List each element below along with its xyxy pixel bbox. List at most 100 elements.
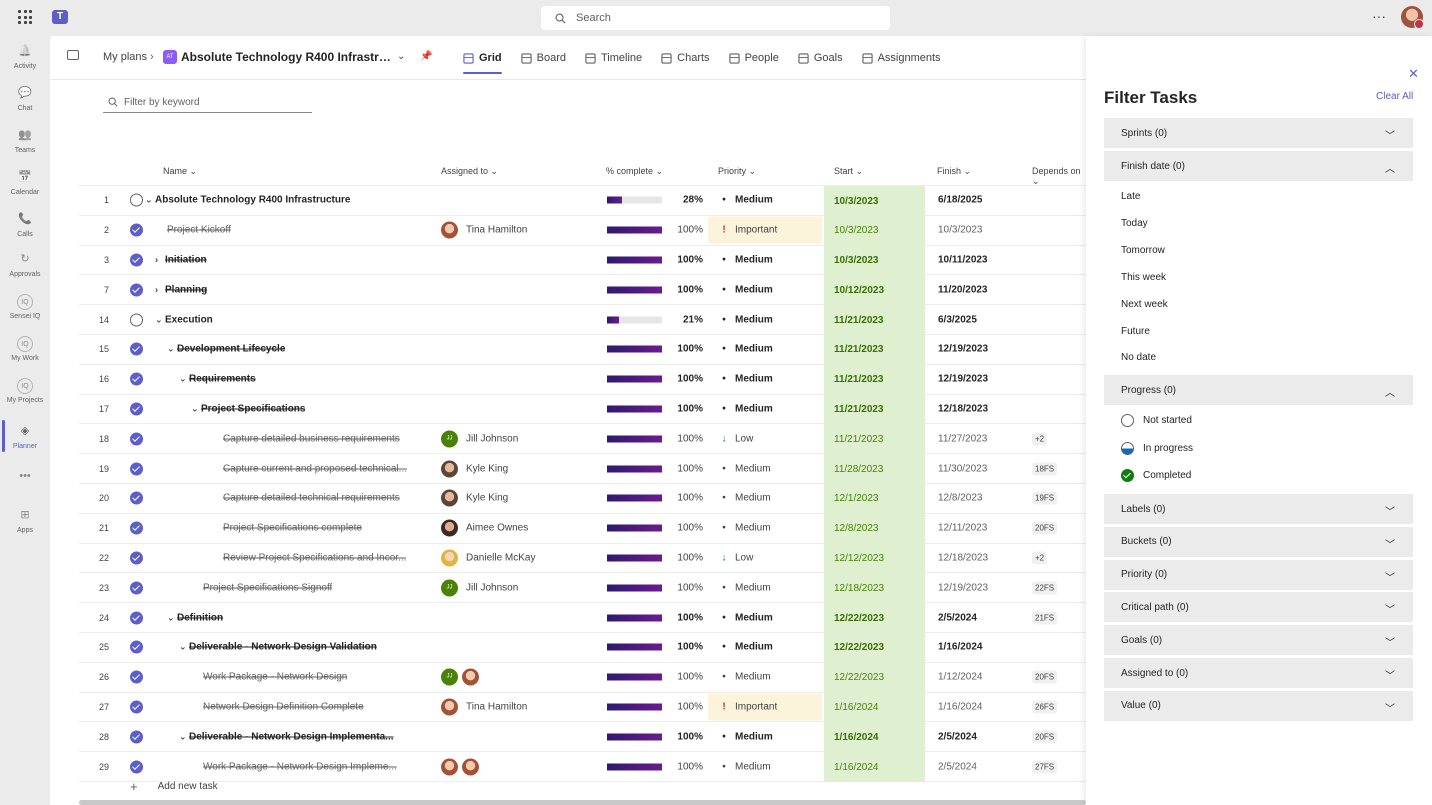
priority-cell[interactable]: ! Important xyxy=(708,216,822,244)
completed-check-icon[interactable] xyxy=(130,521,143,535)
rail-item-approvals[interactable]: ↻ Approvals xyxy=(0,252,50,278)
tab-grid[interactable]: Grid xyxy=(463,36,502,80)
completed-check-icon[interactable] xyxy=(130,730,143,744)
start-date[interactable]: 11/21/2023 xyxy=(824,394,925,425)
tab-assignments[interactable]: Assignments xyxy=(861,36,941,80)
start-date[interactable]: 10/3/2023 xyxy=(824,186,925,216)
rail-item-chat[interactable]: 💬 Chat xyxy=(0,86,50,112)
filter-section-goals[interactable]: Goals (0) ﹀ xyxy=(1104,625,1413,656)
rail-item-my-work[interactable]: IQ My Work xyxy=(0,336,50,362)
completed-check-icon[interactable] xyxy=(130,432,143,446)
table-row[interactable]: 22 Review Project Specifications and Inco… xyxy=(79,543,1086,574)
finish-option-this-week[interactable]: This week xyxy=(1121,271,1167,283)
rail-item-calls[interactable]: 📞 Calls xyxy=(0,212,50,238)
assigned-to[interactable]: Aimee Ownes xyxy=(441,519,528,537)
completed-check-icon[interactable] xyxy=(130,491,143,505)
depends-on-badge[interactable]: 26FS xyxy=(1032,700,1058,714)
column-header-pct[interactable]: % complete ⌄ xyxy=(606,166,664,176)
assigned-to[interactable]: Tina Hamilton xyxy=(441,221,527,239)
rail-item-teams[interactable]: 👥 Teams xyxy=(0,128,50,154)
task-name[interactable]: Capture current and proposed technical..… xyxy=(223,463,407,474)
column-header-depends[interactable]: Depends on ⌄ xyxy=(1032,166,1081,186)
start-date[interactable]: 11/21/2023 xyxy=(824,305,925,336)
incomplete-circle-icon[interactable] xyxy=(130,313,143,327)
priority-cell[interactable]: • Medium xyxy=(708,753,822,780)
start-date[interactable]: 12/8/2023 xyxy=(824,513,925,544)
chevron-down-icon[interactable]: ⌄ xyxy=(155,314,163,325)
filter-section-priority[interactable]: Priority (0) ﹀ xyxy=(1104,559,1413,590)
priority-cell[interactable]: • Medium xyxy=(708,306,822,333)
table-row[interactable]: 15 ⌄ Development Lifecycle 100% • Medium 11/21… xyxy=(79,334,1086,365)
filter-section-assigned-to[interactable]: Assigned to (0) ﹀ xyxy=(1104,658,1413,688)
filter-section-value[interactable]: Value (0) ﹀ xyxy=(1104,690,1413,721)
chevron-down-icon[interactable]: ⌄ xyxy=(167,343,175,354)
table-row[interactable]: 2 Project Kickoff Tina Hamilton 100%! Import… xyxy=(79,215,1086,246)
plan-title[interactable]: Absolute Technology R400 Infrastructure xyxy=(181,50,391,64)
table-row[interactable]: 28 ⌄ Deliverable - Network Design Implemen… xyxy=(79,722,1086,753)
finish-date[interactable]: 12/8/2023 xyxy=(938,492,983,504)
completed-check-icon[interactable] xyxy=(130,700,143,714)
depends-on-badge[interactable]: 27FS xyxy=(1032,760,1058,774)
app-launcher-icon[interactable] xyxy=(18,10,32,24)
progress-option-completed[interactable]: Completed xyxy=(1121,469,1191,482)
priority-cell[interactable]: • Medium xyxy=(708,395,822,422)
depends-on-badge[interactable]: 18FS xyxy=(1032,462,1058,476)
chevron-down-icon[interactable]: ⌄ xyxy=(179,373,187,384)
table-row[interactable]: 25 ⌄ Deliverable - Network Design Validati… xyxy=(79,632,1086,663)
more-options-icon[interactable]: ··· xyxy=(1372,8,1386,24)
priority-cell[interactable]: • Medium xyxy=(708,246,822,273)
finish-date[interactable]: 12/19/2023 xyxy=(938,373,989,385)
task-name[interactable]: Network Design Definition Complete xyxy=(203,701,364,712)
finish-date[interactable]: 1/16/2024 xyxy=(938,641,983,653)
task-name[interactable]: ⌄ Execution xyxy=(155,314,213,325)
filter-section-critical-path[interactable]: Critical path (0) ﹀ xyxy=(1104,592,1413,623)
priority-cell[interactable]: ↓ Low xyxy=(708,544,822,571)
filter-section-buckets[interactable]: Buckets (0) ﹀ xyxy=(1104,526,1413,557)
priority-cell[interactable]: • Medium xyxy=(708,485,822,512)
depends-on-badge[interactable]: 19FS xyxy=(1032,491,1058,505)
depends-on-badge[interactable]: 22FS xyxy=(1032,581,1058,595)
task-name[interactable]: Capture detailed technical requirements xyxy=(223,493,400,504)
start-date[interactable]: 12/22/2023 xyxy=(824,632,925,663)
breadcrumb-my-plans[interactable]: My plans xyxy=(103,51,148,63)
start-date[interactable]: 1/16/2024 xyxy=(824,722,925,753)
filter-section-sprints[interactable]: Sprints (0) ﹀ xyxy=(1104,118,1413,148)
finish-date[interactable]: 2/5/2024 xyxy=(938,731,977,743)
pin-icon[interactable]: 📌 xyxy=(420,51,433,62)
completed-check-icon[interactable] xyxy=(130,342,143,356)
table-row[interactable]: 21 Project Specifications complete Aimee O… xyxy=(79,513,1086,544)
task-name[interactable]: ⌄ Requirements xyxy=(179,374,256,385)
table-row[interactable]: 24 ⌄ Definition 100% • Medium 12/22/2023 2/5/20… xyxy=(79,603,1086,634)
add-new-task-button[interactable]: + Add new task xyxy=(130,779,218,794)
task-name[interactable]: Review Project Specifications and Incor.… xyxy=(223,552,406,563)
task-name[interactable]: Capture detailed business requirements xyxy=(223,433,400,444)
progress-option-in-progress[interactable]: In progress xyxy=(1121,441,1193,455)
table-row[interactable]: 18 Capture detailed business requirements… xyxy=(79,424,1086,455)
filter-section-progress[interactable]: Progress (0) ︿ xyxy=(1104,375,1413,405)
finish-date[interactable]: 11/20/2023 xyxy=(938,284,988,296)
chevron-down-icon[interactable]: ⌄ xyxy=(167,612,175,623)
assigned-to[interactable]: JJ Jill Johnson xyxy=(441,579,518,597)
priority-cell[interactable]: • Medium xyxy=(708,276,822,303)
completed-check-icon[interactable] xyxy=(130,581,143,595)
task-name[interactable]: ⌄ Deliverable - Network Design Validation xyxy=(179,642,377,653)
close-icon[interactable]: ✕ xyxy=(1408,66,1419,81)
priority-cell[interactable]: • Medium xyxy=(708,723,822,750)
priority-cell[interactable]: • Medium xyxy=(708,336,822,363)
start-date[interactable]: 11/21/2023 xyxy=(824,364,925,395)
finish-date[interactable]: 12/19/2023 xyxy=(938,582,989,594)
task-name[interactable]: Project Specifications Signoff xyxy=(203,582,332,593)
priority-cell[interactable]: • Medium xyxy=(708,634,822,661)
priority-cell[interactable]: • Medium xyxy=(708,455,822,482)
column-header-start[interactable]: Start ⌄ xyxy=(834,166,864,176)
completed-check-icon[interactable] xyxy=(130,640,143,654)
depends-on-badge[interactable]: +2 xyxy=(1032,551,1048,565)
start-date[interactable]: 1/16/2024 xyxy=(824,692,925,723)
completed-check-icon[interactable] xyxy=(130,611,143,625)
sidebar-toggle-icon[interactable] xyxy=(67,50,79,60)
filter-section-finish-date[interactable]: Finish date (0) ︿ xyxy=(1104,151,1413,181)
finish-option-tomorrow[interactable]: Tomorrow xyxy=(1121,244,1165,256)
rail-item-more[interactable]: ••• xyxy=(0,469,50,488)
depends-on-badge[interactable]: 21FS xyxy=(1032,611,1058,625)
user-avatar[interactable] xyxy=(1401,6,1424,29)
